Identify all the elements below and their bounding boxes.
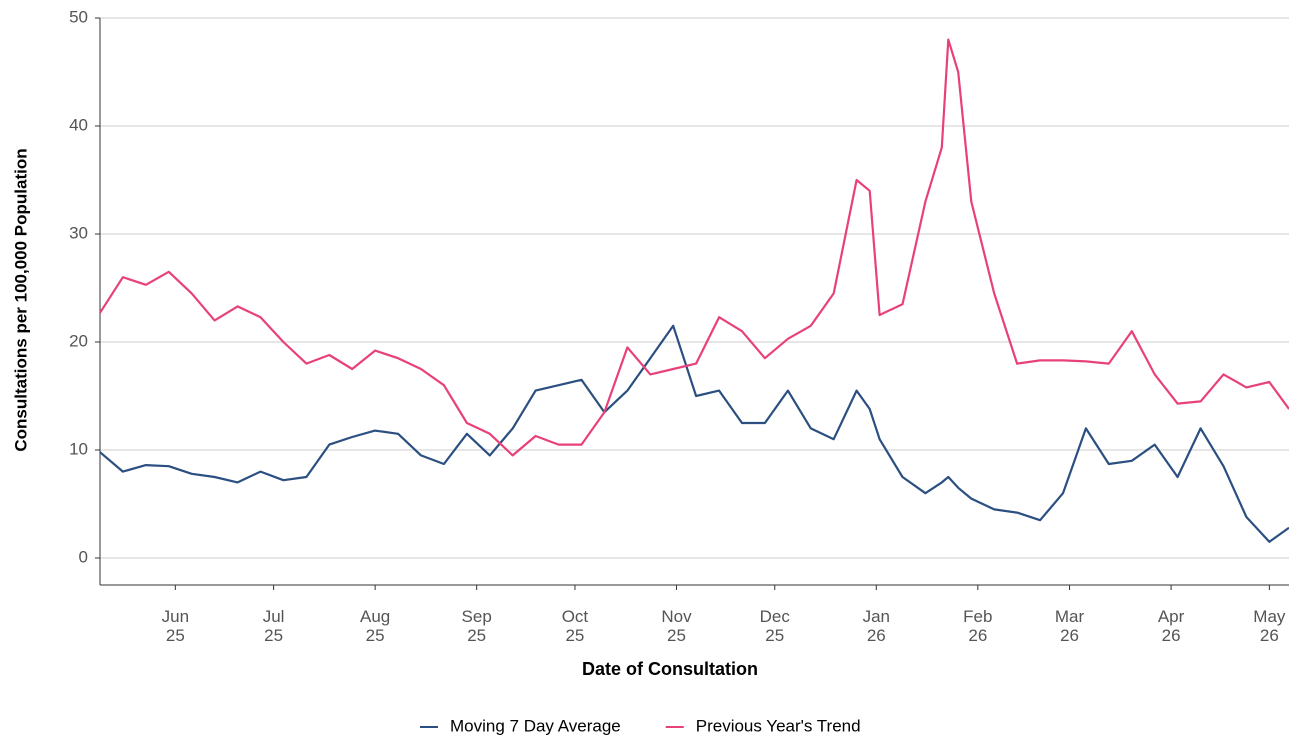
y-tick-label: 30 <box>69 223 88 242</box>
y-tick-label: 50 <box>69 7 88 26</box>
legend-label: Moving 7 Day Average <box>450 716 621 735</box>
x-tick-label: Feb 26 <box>963 607 993 645</box>
x-axis-title: Date of Consultation <box>582 659 758 679</box>
x-tick-label: Jan 26 <box>862 607 890 645</box>
x-tick-label: Mar 26 <box>1054 607 1085 645</box>
x-tick-label: Dec 25 <box>759 607 790 645</box>
series-line <box>99 324 1289 543</box>
x-tick-label: Aug 25 <box>360 607 391 645</box>
x-tick-label: Jun 25 <box>161 607 190 645</box>
x-tick-label: Apr 26 <box>1157 607 1185 645</box>
x-tick-label: Nov 25 <box>661 607 692 645</box>
y-tick-label: 40 <box>69 115 88 134</box>
x-tick-label: Sep 25 <box>461 607 492 645</box>
legend-label: Previous Year's Trend <box>696 716 861 735</box>
x-tick-label: Oct 25 <box>561 607 589 645</box>
y-tick-label: 20 <box>69 331 88 350</box>
y-tick-label: 0 <box>79 547 88 566</box>
y-tick-label: 10 <box>69 439 88 458</box>
y-axis-title: Consultations per 100,000 Population <box>11 148 30 451</box>
x-tick-label: Jul 25 <box>262 607 285 645</box>
x-tick-label: May 26 <box>1253 607 1286 645</box>
series-line <box>99 38 1289 457</box>
